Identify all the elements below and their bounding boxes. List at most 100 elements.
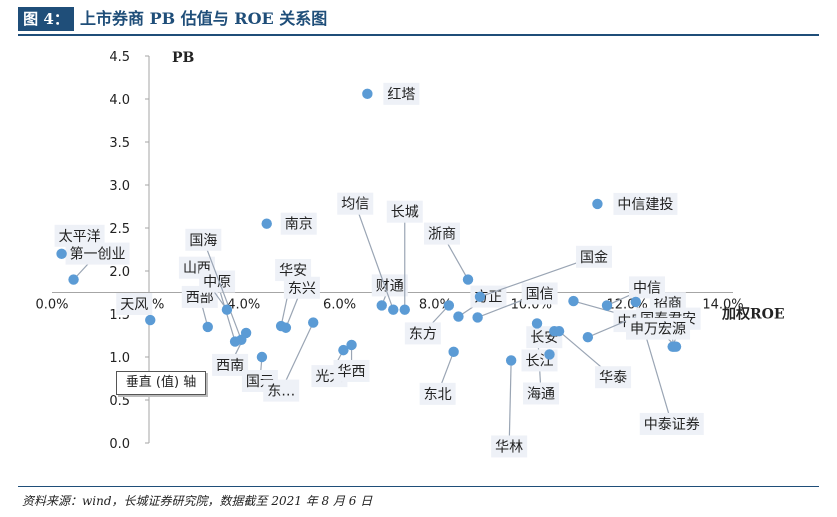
point-label: 南京 <box>285 217 313 233</box>
axis-tooltip: 垂直 (值) 轴 <box>116 371 206 395</box>
point-label: 西南 <box>216 358 244 374</box>
leader-line <box>508 360 512 447</box>
point-label-box <box>263 379 300 402</box>
data-point <box>399 304 410 315</box>
point-label: 华林 <box>495 439 523 455</box>
data-point <box>448 346 459 358</box>
point-label-box <box>419 382 456 405</box>
x-tick-label: 4.0% <box>227 298 260 313</box>
y-tick-label: 4.5 <box>109 50 130 65</box>
point-label: 浙商 <box>428 227 456 243</box>
point-label: 中信建投 <box>617 197 673 213</box>
point-label: 西部 <box>186 290 214 306</box>
y-tick-label: 0.5 <box>109 394 130 409</box>
data-point <box>592 198 603 210</box>
point-label: 华泰 <box>599 370 627 386</box>
point-label-box <box>491 435 528 458</box>
data-point <box>280 322 292 333</box>
leader-line <box>280 322 314 391</box>
leader-line <box>202 239 242 341</box>
point-label-box <box>404 322 441 345</box>
title-rule <box>18 34 819 36</box>
point-label: 中信 <box>633 280 661 296</box>
point-label-box <box>521 282 558 305</box>
x-tick-label: 0.0% <box>35 298 68 313</box>
x-axis-title: 加权ROE <box>721 306 785 323</box>
point-label: 东北 <box>424 387 452 403</box>
point-label-box <box>280 212 317 235</box>
point-label: 东方 <box>409 326 437 342</box>
point-label-box <box>386 200 423 223</box>
point-label-box <box>337 192 374 215</box>
point-label: 东兴 <box>288 281 316 297</box>
footer-rule <box>18 486 819 487</box>
data-point <box>256 351 268 363</box>
data-point <box>376 300 387 311</box>
point-label: 申万宏源 <box>630 322 686 338</box>
data-point <box>338 344 349 356</box>
point-label: 天风 <box>120 297 148 313</box>
source-note: 资料来源：wind，长城证券研究院，数据截至 2021 年 8 月 6 日 <box>22 494 373 508</box>
point-label-box <box>185 228 222 251</box>
figure-title-bar: 图 4： 上市券商 PB 估值与 ROE 关系图 <box>18 4 819 36</box>
data-point <box>670 341 682 352</box>
point-label-box <box>523 382 560 405</box>
point-label-box <box>639 412 704 435</box>
point-label-box <box>65 242 130 265</box>
point-label: 华安 <box>279 263 307 279</box>
data-point <box>221 304 233 315</box>
data-point <box>145 314 156 326</box>
data-point <box>630 296 641 308</box>
data-point <box>261 218 272 229</box>
point-label: 国海 <box>189 233 217 249</box>
data-point <box>601 300 613 311</box>
point-label: 国信 <box>526 286 554 302</box>
data-point <box>56 248 67 259</box>
point-label-box <box>212 353 249 376</box>
point-label-box <box>371 274 408 297</box>
point-label-box <box>629 276 666 299</box>
x-tick-label: 14.0% <box>702 298 743 313</box>
data-point <box>474 291 486 302</box>
data-point <box>544 349 555 360</box>
point-label-box <box>613 192 678 215</box>
point-label: 中原 <box>203 275 231 291</box>
y-tick-label: 3.0 <box>109 179 130 194</box>
data-point <box>68 274 79 285</box>
data-point <box>553 326 565 337</box>
point-label: 华西 <box>338 364 366 380</box>
point-label-box <box>199 270 236 293</box>
point-label: 东… <box>267 384 295 400</box>
figure-number: 图 4： <box>18 7 74 31</box>
y-tick-label: 2.0 <box>109 265 130 280</box>
leader-line <box>479 256 595 298</box>
y-tick-label: 3.5 <box>109 136 130 151</box>
figure-title: 上市券商 PB 估值与 ROE 关系图 <box>80 9 328 28</box>
y-tick-label: 2.5 <box>109 222 130 237</box>
point-label-box <box>383 82 420 105</box>
point-label: 红塔 <box>387 87 415 103</box>
point-label: 太平洋 <box>59 229 101 245</box>
leader-line <box>354 203 394 310</box>
point-label-box <box>54 224 105 247</box>
point-label-box <box>595 366 632 389</box>
point-label-box <box>116 293 153 316</box>
x-tick-label: 6.0% <box>323 298 356 313</box>
point-label: 财通 <box>376 278 404 294</box>
point-label: 海通 <box>527 386 555 402</box>
point-label: 第一创业 <box>70 246 126 263</box>
data-point <box>346 339 357 351</box>
point-label-box <box>283 276 320 299</box>
point-label-box <box>576 245 613 268</box>
point-label-box <box>275 259 312 282</box>
data-point <box>240 327 252 339</box>
point-label-box <box>626 317 691 340</box>
data-point <box>462 274 474 285</box>
x-tick-label: 8.0% <box>419 298 452 313</box>
point-label: 中泰证券 <box>644 417 700 433</box>
point-label: 长城 <box>391 205 419 221</box>
point-label: 国金 <box>580 250 608 266</box>
data-point <box>568 295 579 307</box>
data-point <box>582 332 594 343</box>
point-label-box <box>333 359 370 382</box>
